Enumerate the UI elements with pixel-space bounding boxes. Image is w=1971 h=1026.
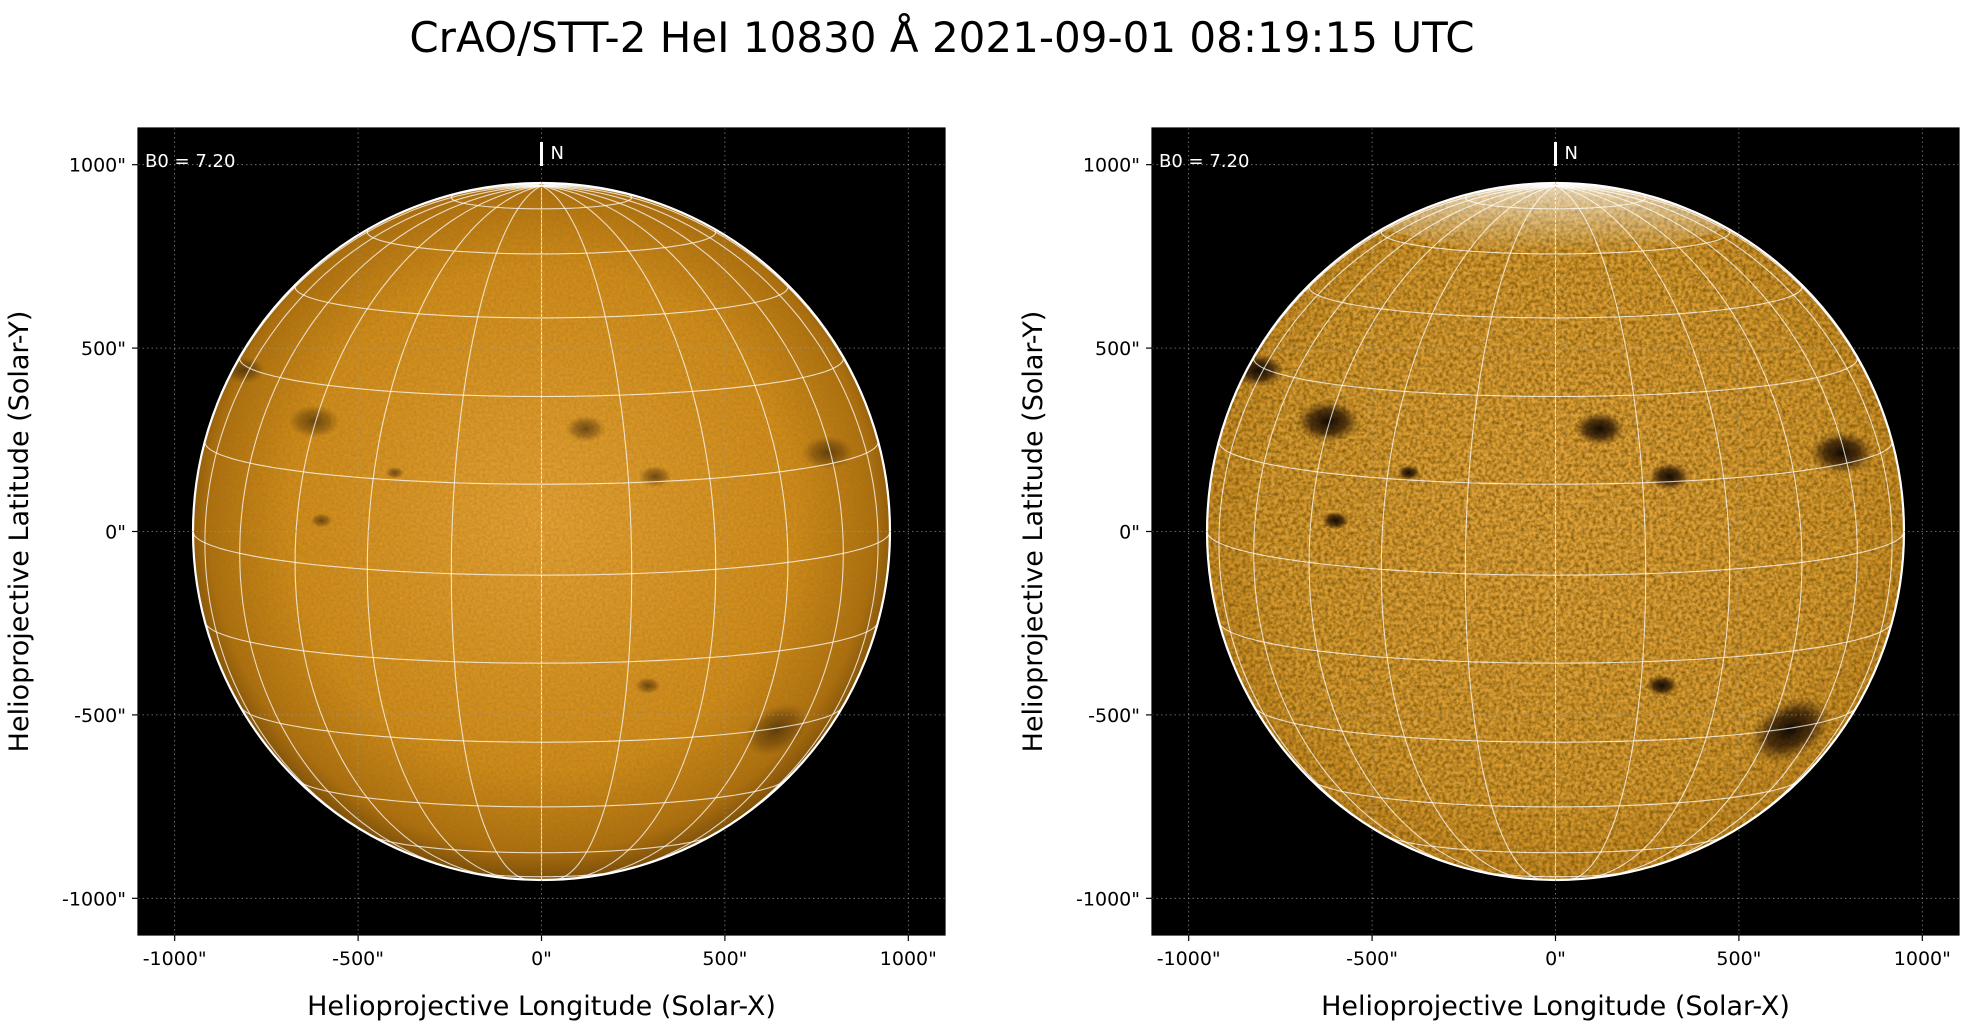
parallel-line (193, 531, 890, 576)
parallel-line (1380, 227, 1731, 255)
y-tick-label: 500" (81, 338, 126, 360)
north-label: N (1565, 143, 1578, 164)
x-axis-label: Helioprojective Longitude (Solar-X) (307, 991, 776, 1022)
meridian-line (1555, 185, 1893, 843)
y-axis-label: Helioprojective Latitude (Solar-Y) (4, 311, 35, 753)
dark-feature (635, 677, 661, 694)
meridian-line (366, 185, 542, 880)
dark-feature (1397, 465, 1421, 481)
dark-feature (1574, 412, 1625, 446)
b0-label: B0 = 7.20 (1159, 151, 1249, 172)
x-tick-label: 1000" (1894, 948, 1951, 970)
meridian-line (1555, 185, 1858, 871)
x-tick-label: -500" (1346, 948, 1398, 970)
meridian-line (1380, 185, 1556, 880)
y-tick-label: 500" (1095, 338, 1140, 360)
x-tick-label: -1000" (143, 948, 207, 970)
parallel-line (1254, 707, 1857, 743)
parallel-line (1207, 531, 1904, 576)
parallel-line (297, 779, 786, 808)
meridian-line (541, 185, 633, 880)
north-label: N (551, 143, 564, 164)
y-tick-label: -500" (74, 705, 126, 727)
meridian-line (541, 185, 844, 871)
dark-feature (1809, 431, 1874, 474)
dark-feature (1645, 675, 1678, 696)
y-tick-label: 0" (105, 522, 126, 544)
parallel-line (1218, 622, 1893, 664)
y-axis-label: Helioprojective Latitude (Solar-Y) (1018, 311, 1049, 753)
meridian-line (1464, 185, 1556, 880)
dark-feature (288, 404, 340, 439)
dark-feature (385, 466, 404, 479)
meridian-line (204, 185, 542, 843)
meridian-line (541, 185, 879, 843)
solar-panel-right: N B0 = 7.20 -1000" -500" 0" 500" 1000" 1000" 500… (1018, 127, 1960, 1022)
x-tick-label: 0" (1545, 948, 1566, 970)
dark-feature (310, 513, 333, 528)
x-axis-label: Helioprojective Longitude (Solar-X) (1321, 991, 1790, 1022)
dark-feature (638, 465, 672, 488)
y-tick-label: 1000" (69, 155, 126, 177)
meridian-line (450, 185, 542, 880)
parallel-line (204, 622, 879, 664)
x-tick-label: 1000" (880, 948, 937, 970)
parallel-line (1464, 191, 1647, 210)
dark-feature (565, 415, 606, 442)
meridian-line (294, 185, 542, 877)
meridian-line (541, 185, 717, 880)
meridian-line (541, 185, 789, 877)
y-tick-label: 0" (1119, 522, 1140, 544)
meridian-line (1253, 185, 1556, 871)
parallel-line (366, 227, 717, 255)
x-tick-label: -500" (332, 948, 384, 970)
figure-title: CrAO/STT-2 HeI 10830 Å 2021-09-01 08:19:… (409, 13, 1475, 62)
y-tick-label: -1000" (1076, 888, 1140, 910)
x-tick-label: 0" (531, 948, 552, 970)
parallel-line (1311, 779, 1800, 808)
meridian-line (239, 185, 542, 871)
x-tick-label: 500" (1716, 948, 1761, 970)
y-tick-label: 1000" (1083, 155, 1140, 177)
parallel-line (450, 191, 633, 210)
dark-feature (1295, 400, 1361, 443)
meridian-line (1308, 185, 1556, 877)
dark-feature (1321, 511, 1350, 530)
meridian-line (1218, 185, 1556, 843)
y-tick-label: -1000" (62, 888, 126, 910)
parallel-line (239, 355, 844, 398)
parallel-line (240, 707, 843, 743)
b0-label: B0 = 7.20 (145, 151, 235, 172)
meridian-line (1555, 185, 1803, 877)
meridian-line (1555, 185, 1731, 880)
dark-feature (1648, 463, 1690, 490)
parallel-line (1253, 355, 1858, 398)
x-tick-label: -1000" (1157, 948, 1221, 970)
meridian-line (1555, 185, 1647, 880)
y-tick-label: -500" (1088, 705, 1140, 727)
solar-panel-left: N B0 = 7.20 -1000" -500" 0" 500" 1000" 1000" 500… (4, 127, 946, 1022)
x-tick-label: 500" (702, 948, 747, 970)
dark-feature (1749, 696, 1831, 763)
